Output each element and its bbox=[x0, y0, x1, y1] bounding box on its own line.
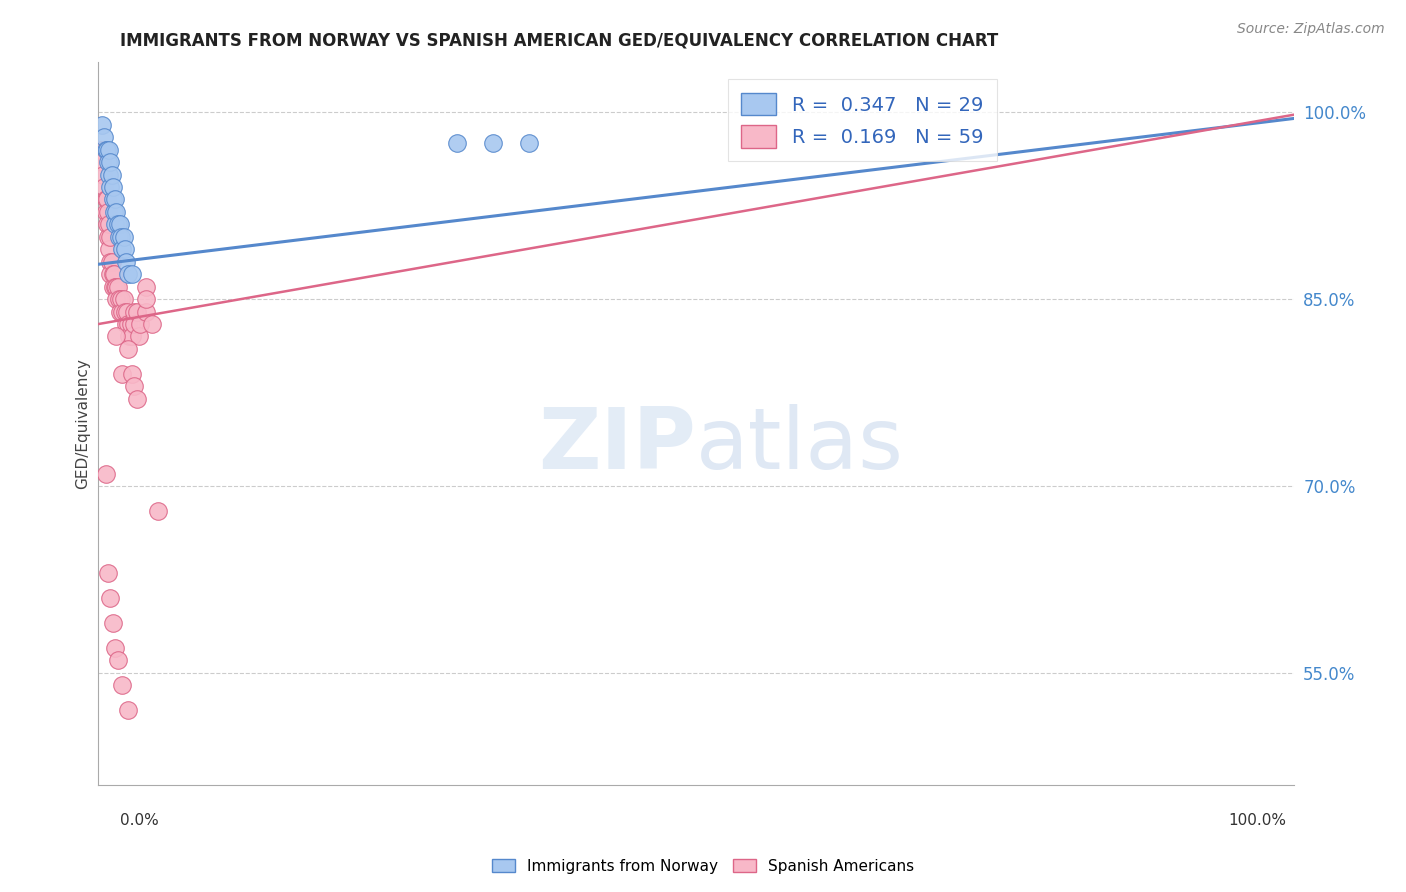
Point bbox=[115, 304, 138, 318]
Point bbox=[94, 467, 117, 481]
Point bbox=[96, 193, 118, 207]
Point bbox=[98, 254, 122, 268]
Point bbox=[97, 155, 120, 169]
Point bbox=[98, 230, 122, 244]
Point bbox=[98, 218, 121, 232]
Point bbox=[125, 304, 148, 318]
Point bbox=[112, 292, 135, 306]
Point bbox=[107, 279, 129, 293]
Point bbox=[129, 317, 152, 331]
Point bbox=[96, 143, 118, 157]
Point bbox=[124, 304, 146, 318]
Point bbox=[107, 292, 129, 306]
Point bbox=[107, 218, 129, 232]
Point bbox=[91, 118, 114, 132]
Text: Source: ZipAtlas.com: Source: ZipAtlas.com bbox=[1237, 22, 1385, 37]
Point bbox=[104, 640, 127, 655]
Point bbox=[125, 392, 148, 406]
Point bbox=[111, 678, 134, 692]
Point bbox=[100, 254, 122, 268]
Point bbox=[121, 267, 143, 281]
Point bbox=[110, 292, 132, 306]
Point bbox=[111, 367, 134, 381]
Text: ZIP: ZIP bbox=[538, 404, 696, 487]
Point bbox=[98, 143, 121, 157]
Point bbox=[135, 279, 157, 293]
Point bbox=[517, 136, 540, 151]
Legend: R =  0.347   N = 29, R =  0.169   N = 59: R = 0.347 N = 29, R = 0.169 N = 59 bbox=[728, 79, 997, 161]
Point bbox=[107, 653, 129, 667]
Point bbox=[128, 329, 150, 343]
Point bbox=[107, 230, 129, 244]
Point bbox=[120, 317, 142, 331]
Text: IMMIGRANTS FROM NORWAY VS SPANISH AMERICAN GED/EQUIVALENCY CORRELATION CHART: IMMIGRANTS FROM NORWAY VS SPANISH AMERIC… bbox=[120, 31, 998, 49]
Point bbox=[100, 168, 122, 182]
Y-axis label: GED/Equivalency: GED/Equivalency bbox=[75, 359, 90, 489]
Point bbox=[117, 317, 139, 331]
Point bbox=[111, 242, 134, 256]
Point bbox=[98, 242, 121, 256]
Point bbox=[93, 180, 115, 194]
Point bbox=[97, 205, 120, 219]
Point bbox=[124, 317, 146, 331]
Text: 0.0%: 0.0% bbox=[120, 814, 159, 828]
Point bbox=[98, 168, 121, 182]
Point bbox=[103, 267, 125, 281]
Point bbox=[104, 218, 127, 232]
Point bbox=[94, 205, 117, 219]
Point bbox=[105, 279, 128, 293]
Point bbox=[110, 230, 132, 244]
Point bbox=[105, 205, 128, 219]
Point bbox=[98, 267, 122, 281]
Point bbox=[114, 304, 136, 318]
Point bbox=[94, 143, 117, 157]
Point bbox=[112, 230, 135, 244]
Point bbox=[97, 230, 120, 244]
Text: atlas: atlas bbox=[696, 404, 904, 487]
Point bbox=[121, 329, 143, 343]
Point bbox=[135, 292, 157, 306]
Point bbox=[103, 205, 125, 219]
Point bbox=[108, 218, 131, 232]
Point bbox=[148, 504, 170, 518]
Point bbox=[105, 292, 128, 306]
Point bbox=[117, 703, 139, 717]
Text: 100.0%: 100.0% bbox=[1229, 814, 1286, 828]
Point bbox=[118, 329, 141, 343]
Point bbox=[105, 329, 128, 343]
Point bbox=[111, 304, 134, 318]
Point bbox=[97, 566, 120, 581]
Point bbox=[101, 267, 124, 281]
Point bbox=[141, 317, 163, 331]
Point bbox=[135, 304, 157, 318]
Point bbox=[117, 342, 139, 356]
Legend: Immigrants from Norway, Spanish Americans: Immigrants from Norway, Spanish American… bbox=[485, 853, 921, 880]
Point bbox=[446, 136, 468, 151]
Point bbox=[98, 155, 122, 169]
Point bbox=[93, 130, 115, 145]
Point bbox=[98, 180, 122, 194]
Point bbox=[101, 180, 124, 194]
Point bbox=[108, 304, 131, 318]
Point bbox=[91, 155, 114, 169]
Point bbox=[101, 279, 124, 293]
Point bbox=[481, 136, 505, 151]
Point bbox=[117, 267, 139, 281]
Point bbox=[114, 242, 136, 256]
Point bbox=[96, 218, 118, 232]
Point bbox=[90, 143, 112, 157]
Point bbox=[124, 379, 146, 393]
Point bbox=[91, 168, 114, 182]
Point bbox=[94, 193, 117, 207]
Point bbox=[104, 279, 127, 293]
Point bbox=[115, 254, 138, 268]
Point bbox=[104, 193, 127, 207]
Point bbox=[101, 193, 124, 207]
Point bbox=[98, 591, 122, 606]
Point bbox=[115, 317, 138, 331]
Point bbox=[121, 367, 143, 381]
Point bbox=[101, 615, 124, 630]
